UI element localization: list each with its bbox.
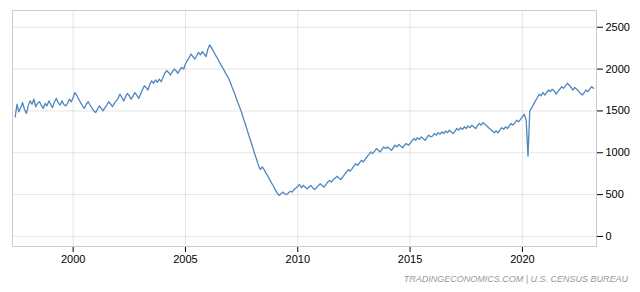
svg-text:0: 0 xyxy=(606,230,612,242)
svg-text:2500: 2500 xyxy=(606,21,630,33)
svg-text:2000: 2000 xyxy=(606,63,630,75)
html-text:TRADINGECONOMICS.COM | U.S. CE: TRADINGECONOMICS.COM | U.S. CENSUS BUREA… xyxy=(403,274,628,284)
svg-text:1000: 1000 xyxy=(606,146,630,158)
svg-text:2010: 2010 xyxy=(286,253,310,265)
svg-text:500: 500 xyxy=(606,188,624,200)
svg-text:2005: 2005 xyxy=(173,253,197,265)
svg-text:2015: 2015 xyxy=(398,253,422,265)
svg-text:1500: 1500 xyxy=(606,104,630,116)
svg-text:2000: 2000 xyxy=(61,253,85,265)
svg-text:2020: 2020 xyxy=(510,253,534,265)
